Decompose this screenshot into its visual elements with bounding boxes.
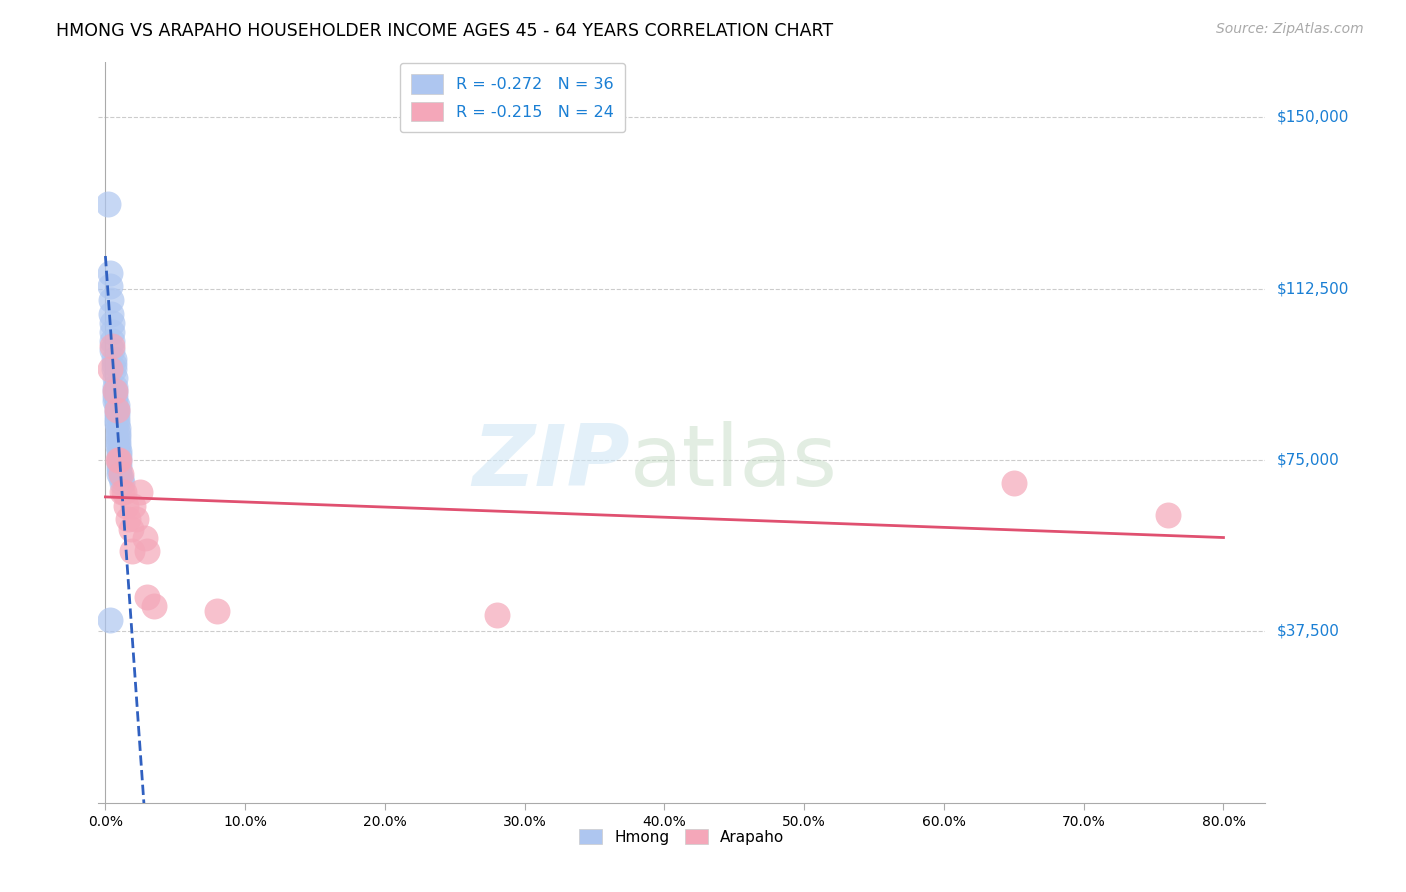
Point	[101, 325, 124, 339]
Point	[110, 471, 132, 485]
Point	[103, 352, 125, 367]
Point	[108, 453, 131, 467]
Point	[108, 449, 131, 463]
Point	[98, 266, 121, 280]
Point	[105, 402, 128, 417]
Point	[104, 389, 127, 403]
Point	[143, 599, 166, 614]
Text: HMONG VS ARAPAHO HOUSEHOLDER INCOME AGES 45 - 64 YEARS CORRELATION CHART: HMONG VS ARAPAHO HOUSEHOLDER INCOME AGES…	[56, 22, 834, 40]
Point	[107, 439, 129, 453]
Point	[105, 398, 128, 412]
Point	[104, 384, 127, 399]
Point	[110, 467, 132, 481]
Point	[1156, 508, 1178, 522]
Point	[98, 361, 121, 376]
Point	[104, 384, 127, 399]
Point	[107, 453, 129, 467]
Point	[105, 402, 128, 417]
Point	[103, 357, 125, 371]
Point	[134, 531, 156, 545]
Point	[122, 499, 145, 513]
Point	[108, 462, 131, 476]
Point	[112, 485, 135, 500]
Text: $112,500: $112,500	[1277, 281, 1348, 296]
Point	[129, 485, 152, 500]
Text: $150,000: $150,000	[1277, 110, 1348, 125]
Point	[136, 590, 159, 604]
Text: ZIP: ZIP	[472, 421, 630, 504]
Point	[97, 197, 120, 211]
Point	[101, 316, 124, 330]
Point	[101, 343, 124, 358]
Point	[117, 512, 139, 526]
Point	[101, 334, 124, 349]
Point	[104, 371, 127, 385]
Point	[108, 467, 131, 481]
Point	[104, 393, 127, 408]
Point	[107, 430, 129, 444]
Point	[125, 512, 148, 526]
Point	[105, 417, 128, 431]
Point	[105, 408, 128, 422]
Point	[98, 613, 121, 627]
Point	[98, 279, 121, 293]
Point	[104, 380, 127, 394]
Point	[103, 361, 125, 376]
Point	[108, 443, 131, 458]
Point	[108, 458, 131, 472]
Point	[111, 485, 134, 500]
Text: Source: ZipAtlas.com: Source: ZipAtlas.com	[1216, 22, 1364, 37]
Point	[1002, 475, 1025, 490]
Point	[111, 475, 134, 490]
Point	[121, 544, 143, 558]
Point	[100, 307, 122, 321]
Text: $75,000: $75,000	[1277, 452, 1340, 467]
Point	[101, 339, 124, 353]
Point	[107, 425, 129, 440]
Legend: Hmong, Arapaho: Hmong, Arapaho	[574, 822, 790, 851]
Point	[107, 421, 129, 435]
Point	[205, 604, 228, 618]
Point	[115, 499, 138, 513]
Point	[105, 412, 128, 426]
Point	[100, 293, 122, 307]
Point	[485, 608, 508, 623]
Point	[107, 434, 129, 449]
Point	[136, 544, 159, 558]
Text: atlas: atlas	[630, 421, 838, 504]
Text: $37,500: $37,500	[1277, 624, 1340, 639]
Point	[108, 453, 131, 467]
Point	[120, 522, 142, 536]
